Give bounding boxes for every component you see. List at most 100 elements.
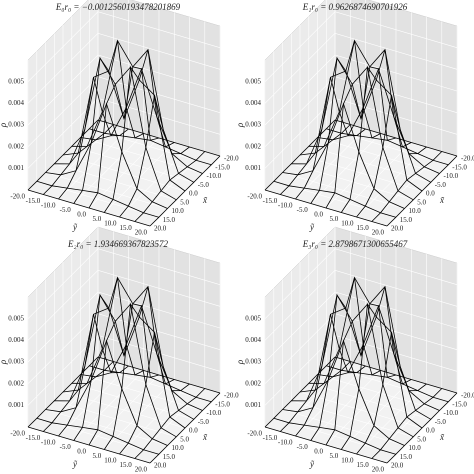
surface-column — [325, 66, 397, 209]
z-tick-label: 0.001 — [245, 401, 261, 409]
y-tick-label: 15.0 — [163, 453, 176, 461]
y-tick-label: 0.0 — [189, 190, 198, 198]
x-tick-label: 20.0 — [372, 229, 385, 237]
z-axis-label: ρ — [0, 359, 8, 365]
x-tick-label: 5.0 — [93, 215, 102, 223]
y-tick-label: 20.0 — [154, 462, 167, 470]
surface-column — [27, 356, 99, 428]
surface-column — [73, 277, 144, 441]
surface-column — [371, 388, 443, 459]
y-tick-label: 15.0 — [400, 453, 413, 461]
y-tick-label: 20.0 — [154, 225, 167, 233]
chart-title: E₀r₀ = −0.0012560193478201869 — [55, 2, 181, 12]
x-tick-label: 5.0 — [93, 452, 102, 460]
y-tick-label: -5.0 — [435, 418, 447, 426]
panel: 0.001 0.002 0.003 0.004 0.005 -20.0 -15.0 -10.0… — [235, 0, 474, 237]
surface-column — [295, 314, 366, 437]
y-tick-label: 5.0 — [417, 198, 426, 206]
z-tick-label: 0.001 — [245, 164, 261, 172]
z-tick-label: 0.002 — [245, 142, 261, 150]
surface-column — [386, 392, 458, 464]
z-tick-label: 0.005 — [8, 77, 24, 85]
z-tick-label: 0.004 — [245, 336, 261, 344]
chart-title: E₁r₀ = 0.9626874690701926 — [302, 2, 408, 12]
x-tick-label: -15.0 — [263, 197, 278, 205]
surface-column — [58, 314, 129, 437]
y-tick-label: 5.0 — [417, 435, 426, 443]
y-tick-label: 0.0 — [426, 190, 435, 198]
y-tick-label: 10.0 — [409, 444, 422, 452]
x-tick-label: -10.0 — [41, 439, 56, 447]
z-tick-label: 0.002 — [245, 379, 261, 387]
y-tick-label: -5.0 — [198, 181, 210, 189]
x-tick-label: -5.0 — [297, 206, 309, 214]
z-tick-label: 0.003 — [245, 358, 261, 366]
x-tick-label: 15.0 — [357, 224, 370, 232]
surface-column — [356, 95, 427, 218]
surface-column — [134, 151, 206, 222]
surface-column — [149, 155, 221, 227]
y-tick-label: -5.0 — [435, 181, 447, 189]
z-axis-label: ρ — [235, 359, 245, 365]
surface-column — [280, 361, 351, 432]
z-tick-label: 0.002 — [8, 142, 24, 150]
surface-column — [371, 151, 443, 222]
z-tick-label: 0.004 — [8, 336, 24, 344]
x-tick-label: 20.0 — [372, 466, 385, 474]
surface-column — [134, 388, 206, 459]
y-tick-label: 10.0 — [172, 207, 185, 215]
y-axis-label: x̃ — [439, 432, 445, 442]
surface-column — [340, 286, 412, 450]
x-tick-label: -15.0 — [26, 434, 41, 442]
surface-column — [280, 124, 351, 195]
x-tick-label: 20.0 — [135, 229, 148, 237]
x-tick-label: 15.0 — [357, 461, 370, 469]
y-axis-label: x̃ — [202, 195, 208, 205]
surface-column — [43, 124, 114, 195]
x-axis-label: ỹ — [72, 459, 78, 469]
surface-column — [119, 95, 190, 218]
x-tick-label: 0.0 — [314, 448, 323, 456]
chart-title: E₂r₀ = 1.934669367823572 — [67, 239, 169, 249]
x-tick-label: 15.0 — [120, 224, 133, 232]
y-tick-label: -20.0 — [461, 155, 474, 163]
z-tick-label: 0.005 — [245, 77, 261, 85]
y-tick-label: -10.0 — [444, 172, 459, 180]
x-tick-label: 10.0 — [341, 457, 354, 465]
surface-column — [103, 286, 175, 450]
surface-column — [386, 155, 458, 227]
surface-column — [325, 303, 397, 446]
x-tick-label: -10.0 — [278, 439, 293, 447]
x-tick-label: -20.0 — [247, 430, 262, 438]
y-tick-label: 0.0 — [189, 427, 198, 435]
x-tick-label: 5.0 — [330, 215, 339, 223]
surface-column — [88, 303, 160, 446]
y-tick-label: 15.0 — [400, 216, 413, 224]
z-tick-label: 0.003 — [8, 358, 24, 366]
x-axis-label: ỹ — [309, 459, 315, 469]
z-tick-label: 0.003 — [8, 121, 24, 129]
panel: 0.0010.0020.0030.0040.005-20.0-15.0-10.0… — [0, 0, 239, 237]
z-tick-label: 0.003 — [245, 121, 261, 129]
x-tick-label: 0.0 — [314, 211, 323, 219]
surface-column — [310, 40, 381, 204]
x-tick-label: 10.0 — [104, 220, 117, 228]
y-axis-label: x̃ — [439, 195, 445, 205]
surface-column — [310, 277, 381, 441]
surface-column — [264, 119, 336, 191]
surface-column — [340, 49, 412, 213]
x-tick-label: -15.0 — [263, 434, 278, 442]
surface-column — [356, 332, 427, 455]
y-tick-label: 10.0 — [172, 444, 185, 452]
y-tick-label: 15.0 — [163, 216, 176, 224]
x-tick-label: -20.0 — [10, 193, 25, 201]
y-axis-label: x̃ — [202, 432, 208, 442]
z-tick-label: 0.004 — [245, 99, 261, 107]
surface-column — [73, 40, 144, 204]
x-tick-label: 15.0 — [120, 461, 133, 469]
panel: 0.0010.0020.0030.0040.005-20.0-15.0-10.0… — [235, 226, 474, 474]
x-tick-label: 10.0 — [341, 220, 354, 228]
surface-column — [58, 77, 129, 200]
y-tick-label: -10.0 — [444, 409, 459, 417]
